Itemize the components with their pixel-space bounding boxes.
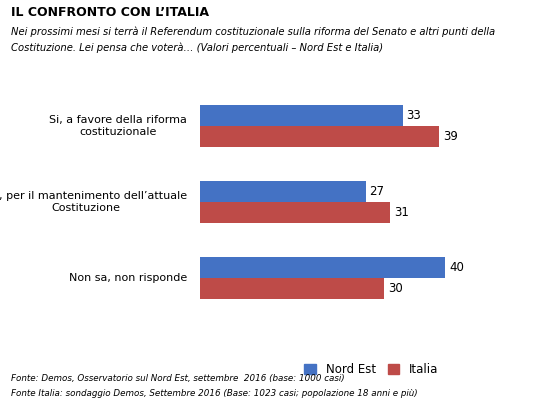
Bar [200,278,384,299]
Text: 30: 30 [388,282,403,295]
Text: Costituzione. Lei pensa che voterà… (Valori percentuali – Nord Est e Italia): Costituzione. Lei pensa che voterà… (Val… [11,42,383,53]
Bar [200,105,403,126]
Bar [200,181,366,202]
Text: IL CONFRONTO CON L’ITALIA: IL CONFRONTO CON L’ITALIA [11,6,209,19]
Bar [200,257,445,278]
Text: Fonte: Demos, Osservatorio sul Nord Est, settembre  2016 (base: 1000 casi): Fonte: Demos, Osservatorio sul Nord Est,… [11,374,345,383]
Text: Nei prossimi mesi si terrà il Referendum costituzionale sulla riforma del Senato: Nei prossimi mesi si terrà il Referendum… [11,26,495,37]
Text: 40: 40 [449,261,464,274]
Text: 31: 31 [394,206,409,219]
Bar [200,126,439,147]
Text: 27: 27 [370,185,385,198]
Legend: Nord Est, Italia: Nord Est, Italia [300,358,443,381]
Text: 39: 39 [443,130,458,143]
Text: 33: 33 [406,109,421,122]
Bar [200,202,390,223]
Text: Fonte Italia: sondaggio Demos, Settembre 2016 (Base: 1023 casi; popolazione 18 a: Fonte Italia: sondaggio Demos, Settembre… [11,389,418,398]
